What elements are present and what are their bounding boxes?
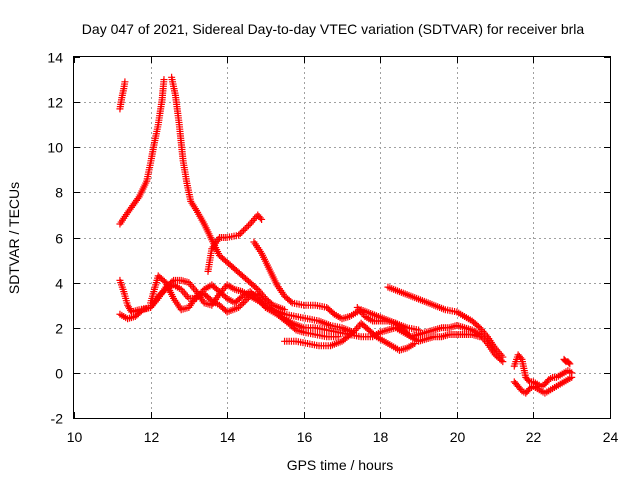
data-point [524, 376, 532, 384]
data-point [261, 299, 269, 307]
data-point [252, 284, 260, 292]
data-series [560, 355, 574, 368]
data-series [116, 76, 168, 228]
data-point [240, 299, 248, 307]
data-series [204, 211, 266, 275]
data-point [480, 336, 488, 344]
grid [74, 57, 610, 418]
data-point [183, 293, 191, 301]
data-point [517, 354, 525, 362]
data-series [250, 238, 423, 334]
data-point [494, 348, 502, 356]
y-tick-label: 2 [55, 321, 63, 337]
data-point [236, 230, 244, 238]
data-point [235, 231, 243, 239]
data-point [249, 216, 257, 224]
data-series [116, 78, 129, 113]
x-axis-label: GPS time / hours [287, 457, 394, 473]
data-point [246, 220, 254, 228]
data-point [248, 218, 256, 226]
data-point [499, 353, 507, 361]
data-point [240, 226, 248, 234]
y-tick-label: 14 [47, 50, 63, 66]
y-tick-label: 0 [55, 366, 63, 382]
data-point [566, 360, 574, 368]
data-point [235, 303, 243, 311]
data-point [287, 298, 295, 306]
data-point [565, 359, 573, 367]
data-point [121, 78, 129, 86]
y-tick-label: -2 [51, 411, 64, 427]
y-tick-label: 4 [55, 276, 63, 292]
data-series [147, 272, 269, 316]
y-tick-label: 10 [47, 140, 63, 156]
data-point [480, 329, 488, 337]
y-axis-label: SDTVAR / TECUs [6, 182, 22, 294]
x-tick-label: 10 [67, 429, 83, 445]
data-point [241, 225, 249, 233]
data-point [189, 284, 197, 292]
data-point [474, 322, 482, 330]
data-point [168, 278, 176, 286]
data-point [244, 294, 252, 302]
x-tick-label: 12 [144, 429, 160, 445]
data-point [568, 373, 576, 381]
data-point [411, 340, 419, 348]
data-series [353, 303, 507, 366]
data-point [241, 297, 249, 305]
x-tick-label: 22 [526, 429, 542, 445]
data-point [243, 295, 251, 303]
data-points [116, 73, 576, 397]
y-tick-label: 6 [55, 231, 63, 247]
x-tick-label: 16 [297, 429, 313, 445]
data-series [168, 73, 289, 314]
data-point [160, 76, 168, 84]
data-point [244, 222, 252, 230]
data-point [180, 289, 188, 297]
x-tick-label: 24 [603, 429, 619, 445]
x-tick-label: 20 [450, 429, 466, 445]
data-point [243, 223, 251, 231]
data-series [384, 283, 507, 361]
y-tick-label: 8 [55, 185, 63, 201]
data-point [258, 215, 266, 223]
data-series [510, 373, 576, 397]
data-point [238, 300, 246, 308]
y-tick-label: 12 [47, 95, 63, 111]
data-point [348, 330, 356, 338]
chart-title: Day 047 of 2021, Sidereal Day-to-day VTE… [82, 21, 585, 37]
data-point [351, 326, 359, 334]
data-point [182, 291, 190, 299]
data-point [236, 302, 244, 310]
plot-frame [73, 56, 611, 419]
data-point [238, 228, 246, 236]
x-tick-label: 18 [373, 429, 389, 445]
data-point [256, 214, 264, 222]
x-tick-label: 14 [220, 429, 236, 445]
data-series [281, 319, 419, 354]
